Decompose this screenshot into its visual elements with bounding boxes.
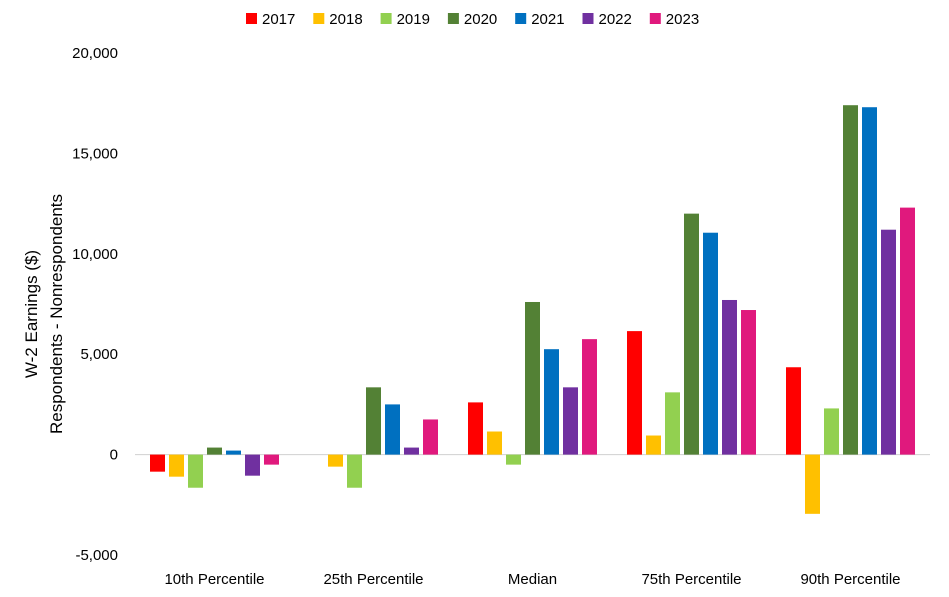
x-category-label: Median (508, 571, 557, 588)
bar-2021-1 (226, 450, 241, 455)
bar-2019-3 (506, 454, 521, 465)
bar-2021-4 (703, 232, 718, 455)
legend-label-2019: 2019 (397, 11, 430, 28)
legend-swatch-2021 (515, 13, 527, 24)
bar-2023-2 (423, 419, 438, 455)
bar-2017-5 (786, 367, 801, 455)
legend-label-2018: 2018 (329, 11, 362, 28)
legend-swatch-2020 (447, 13, 459, 24)
y-tick-label: 10,000 (72, 246, 118, 263)
y-tick-label: 15,000 (72, 145, 118, 162)
bar-2018-2 (328, 454, 343, 467)
bar-2018-3 (487, 431, 502, 455)
bar-2017-4 (627, 331, 642, 455)
bar-2018-5 (805, 454, 820, 514)
bar-2019-5 (824, 408, 839, 455)
legend-swatch-2018 (313, 13, 325, 24)
bar-2023-1 (264, 454, 279, 465)
bar-2023-5 (900, 207, 915, 455)
bar-2019-1 (188, 454, 203, 488)
y-tick-label: -5,000 (75, 547, 118, 564)
bar-2018-4 (646, 435, 661, 455)
bars (150, 105, 915, 514)
x-category-label: 75th Percentile (641, 571, 741, 588)
bar-2020-4 (684, 213, 699, 455)
bar-2021-5 (862, 107, 877, 455)
bar-2022-1 (245, 454, 260, 476)
legend: 2017 2018 2019 2020 2021 2022 2023 (246, 11, 699, 28)
bar-2017-3 (468, 402, 483, 455)
bar-2020-3 (525, 301, 540, 455)
y-tick-label: 20,000 (72, 45, 118, 62)
x-category-label: 10th Percentile (164, 571, 264, 588)
legend-swatch-2023 (649, 13, 661, 24)
y-axis-ticks: -5,000 0 5,000 10,000 15,000 20,000 (72, 45, 118, 564)
x-category-label: 25th Percentile (323, 571, 423, 588)
bar-2021-3 (544, 349, 559, 455)
bar-2023-4 (741, 310, 756, 455)
legend-label-2020: 2020 (464, 11, 497, 28)
bar-2019-2 (347, 454, 362, 488)
legend-swatch-2019 (380, 13, 392, 24)
bar-2020-1 (207, 447, 222, 455)
legend-swatch-2017 (246, 13, 257, 24)
bar-2023-3 (582, 339, 597, 455)
bar-2019-4 (665, 392, 680, 455)
legend-swatch-2022 (582, 13, 594, 24)
bar-2020-5 (843, 105, 858, 455)
bar-2022-2 (404, 447, 419, 455)
bar-2017-1 (150, 454, 165, 472)
legend-label-2017: 2017 (262, 11, 295, 28)
y-tick-label: 0 (110, 447, 118, 464)
bar-2020-2 (366, 387, 381, 455)
bar-2022-5 (881, 229, 896, 455)
bar-2022-3 (563, 387, 578, 455)
y-axis-title-line: W-2 Earnings ($) (22, 250, 41, 378)
legend-label-2021: 2021 (531, 11, 564, 28)
y-axis-title: W-2 Earnings ($) Respondents - Nonrespond… (22, 194, 66, 434)
x-category-label: 90th Percentile (800, 571, 900, 588)
legend-label-2023: 2023 (666, 11, 699, 28)
y-axis-title-line: Respondents - Nonrespondents (47, 194, 66, 434)
x-axis-labels: 10th Percentile 25th Percentile Median 75th… (164, 571, 900, 588)
bar-2018-1 (169, 454, 184, 477)
bar-2022-4 (722, 299, 737, 455)
legend-label-2022: 2022 (599, 11, 632, 28)
bar-2021-2 (385, 404, 400, 455)
y-tick-label: 5,000 (80, 346, 118, 363)
